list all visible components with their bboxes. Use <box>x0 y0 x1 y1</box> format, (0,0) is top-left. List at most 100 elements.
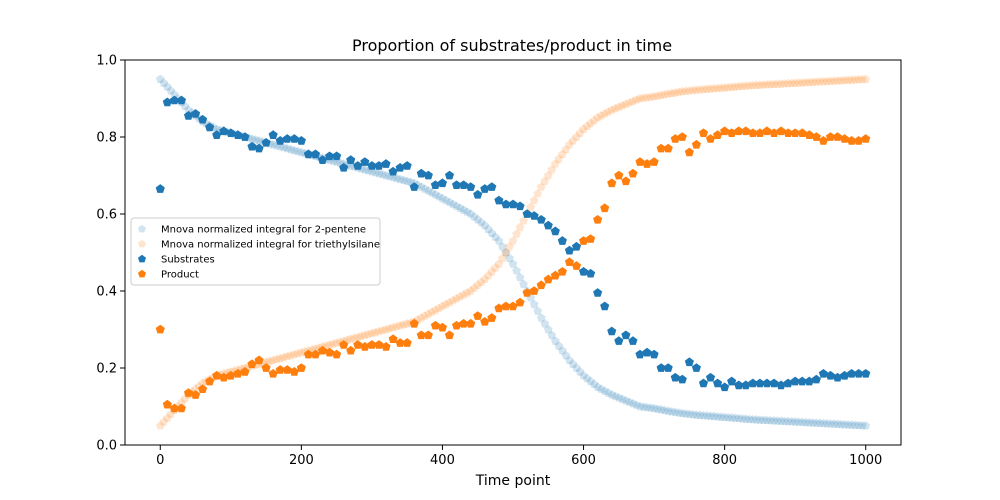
data-point <box>490 263 500 272</box>
data-point <box>660 405 670 415</box>
data-point <box>416 182 426 191</box>
data-point <box>589 116 599 125</box>
data-point <box>759 80 768 89</box>
data-point <box>441 195 451 205</box>
data-point <box>723 412 733 422</box>
data-point <box>247 141 257 151</box>
data-point <box>667 407 677 416</box>
data-point <box>780 416 789 426</box>
data-point <box>483 224 493 234</box>
data-point <box>610 391 620 401</box>
y-tick-label: 0.0 <box>96 439 117 454</box>
data-point <box>550 270 560 280</box>
data-point <box>349 333 359 342</box>
data-point <box>847 368 857 378</box>
data-point <box>833 419 842 428</box>
data-point <box>282 143 292 153</box>
data-point <box>818 136 828 145</box>
data-point <box>755 378 765 388</box>
data-point <box>505 253 514 262</box>
y-tick-label: 0.6 <box>96 208 117 223</box>
data-point <box>734 81 744 91</box>
data-point <box>861 74 871 83</box>
data-point <box>547 165 557 174</box>
data-point <box>431 190 440 199</box>
data-point <box>833 76 842 85</box>
data-point <box>720 83 730 92</box>
data-point <box>293 146 303 156</box>
data-point <box>843 75 853 84</box>
data-point <box>804 418 814 427</box>
data-point <box>466 286 476 295</box>
data-point <box>752 415 761 424</box>
data-point <box>579 371 588 380</box>
data-point <box>261 137 271 147</box>
data-point <box>473 311 483 320</box>
data-point <box>332 349 342 359</box>
data-point <box>723 82 733 92</box>
data-point <box>656 143 666 153</box>
data-point <box>688 85 698 95</box>
data-point <box>540 319 550 328</box>
data-point <box>744 81 754 90</box>
data-point <box>698 128 709 138</box>
data-point <box>660 89 670 99</box>
data-point <box>684 86 694 95</box>
data-point <box>607 105 617 114</box>
data-point <box>395 163 405 172</box>
data-point <box>190 109 201 118</box>
data-point <box>522 209 532 218</box>
data-point <box>282 351 292 361</box>
data-point <box>572 132 581 141</box>
data-point <box>155 184 165 193</box>
data-point <box>600 386 610 395</box>
data-point <box>455 292 465 301</box>
data-point <box>741 380 751 390</box>
chart-title: Proportion of substrates/product in time <box>352 36 672 55</box>
data-point <box>797 376 807 386</box>
data-point <box>212 370 222 380</box>
data-point <box>773 416 782 425</box>
data-point <box>423 170 433 180</box>
data-point <box>519 216 528 225</box>
data-point <box>748 128 758 138</box>
data-point <box>681 409 691 418</box>
data-point <box>843 420 853 429</box>
data-point <box>720 382 730 392</box>
data-point <box>515 297 525 307</box>
y-tick-label: 1.0 <box>96 54 117 69</box>
data-point <box>815 418 825 427</box>
data-point <box>473 189 483 199</box>
data-point <box>490 232 500 241</box>
data-point <box>498 253 507 262</box>
data-point <box>515 272 525 282</box>
data-point <box>254 143 264 153</box>
data-point <box>183 388 194 397</box>
data-point <box>325 340 334 349</box>
data-point <box>854 368 864 378</box>
data-point <box>247 359 257 369</box>
data-point <box>529 211 539 220</box>
data-point <box>205 376 215 386</box>
data-point <box>621 330 631 340</box>
data-point <box>487 313 497 322</box>
data-point <box>832 132 843 141</box>
data-point <box>674 87 684 96</box>
data-point <box>836 76 846 85</box>
data-point <box>402 319 412 328</box>
data-point <box>155 74 165 83</box>
data-point <box>473 215 483 224</box>
data-point <box>501 301 511 311</box>
data-point <box>832 372 843 382</box>
data-point <box>702 411 712 420</box>
data-point <box>170 90 179 99</box>
data-point <box>515 222 525 232</box>
data-point <box>766 415 775 425</box>
data-point <box>176 95 186 105</box>
data-point <box>709 83 719 93</box>
data-point <box>663 363 673 372</box>
data-point <box>159 417 169 426</box>
data-point <box>741 414 751 423</box>
data-point <box>448 199 458 209</box>
data-point <box>332 338 342 347</box>
